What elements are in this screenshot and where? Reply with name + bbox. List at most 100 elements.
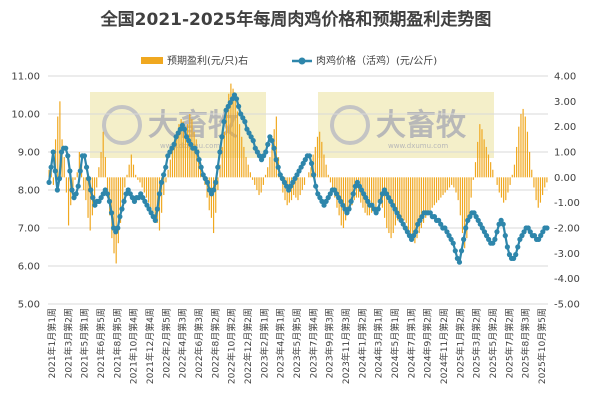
left-tick-label: 5.00 [18,300,40,311]
profit-bar [148,177,150,203]
price-point [252,145,258,151]
price-point [467,214,473,220]
profit-bar [373,177,375,211]
profit-bar [169,159,171,178]
price-point [88,187,94,193]
profit-bar [171,149,174,178]
price-point [165,153,171,159]
profit-bar [511,174,513,178]
price-point [356,183,363,189]
profit-bar [232,88,234,178]
x-tick-label: 2024年5月第1周 [389,308,401,378]
price-point [475,217,481,223]
right-tick-label: -2.00 [554,224,580,235]
profit-bar [368,177,371,216]
price-point [46,179,52,185]
x-tick-label: 2023年9月第3周 [324,308,336,378]
profit-bar [156,177,158,223]
price-point [256,153,263,159]
profit-bar [390,177,392,239]
price-point [238,111,244,117]
x-tick-label: 2021年3月第2周 [62,308,74,378]
profit-bar [154,177,156,218]
profit-bar [403,177,405,221]
profit-bar [132,164,135,178]
price-point [150,214,156,220]
profit-bar [537,177,539,208]
x-tick-label: 2021年12月第4周 [144,308,156,384]
price-point [306,153,313,159]
price-point [340,202,346,208]
price-point [411,233,417,239]
price-point [169,145,175,151]
profit-bar [284,177,286,201]
price-point [473,214,479,220]
profit-bar [228,93,230,178]
profit-bar [104,157,106,178]
price-point [496,221,502,227]
profit-bar [446,177,448,190]
price-point [479,225,485,231]
price-point [286,187,292,193]
price-point [311,172,317,178]
price-point [483,233,490,239]
left-tick-label: 10.00 [11,110,40,121]
profit-bar [130,154,132,178]
price-point [388,198,394,204]
profit-bar [152,177,154,213]
price-point [129,195,135,201]
price-point [313,183,319,189]
profit-bar [102,131,104,178]
price-point [317,195,323,201]
profit-bar [301,177,303,190]
watermark-logo-icon [102,105,142,145]
profit-bar [176,134,178,178]
profit-bar [371,177,373,213]
profit-bar [275,116,277,178]
price-point [173,134,179,140]
profit-bar [262,177,264,185]
profit-bar [238,124,241,178]
profit-bar [379,177,381,201]
right-tick-label: 0.00 [554,173,576,184]
profit-bar [83,177,85,190]
price-point [336,195,342,201]
profit-bar [479,124,481,178]
price-point [69,187,75,193]
profit-bar [524,116,526,178]
profit-bar [247,164,249,178]
price-point [83,164,90,170]
profit-bar [396,177,399,221]
price-point [394,210,400,216]
price-point [71,195,77,201]
price-point [208,191,215,197]
profit-bar [394,177,396,226]
price-point [142,198,148,204]
price-point [56,176,63,182]
profit-bar [215,177,217,213]
profit-bar [219,164,221,178]
price-point [442,225,448,231]
price-point [431,214,438,220]
price-point [177,126,183,132]
price-point [521,229,527,235]
price-point [186,138,192,144]
price-point [206,187,213,193]
profit-bar [139,177,141,183]
profit-bar [245,157,247,178]
profit-bar [109,177,111,216]
profit-bar [520,114,522,178]
price-point [231,92,238,98]
profit-bar [541,177,544,196]
profit-bar [117,177,119,244]
profit-bar [518,126,520,178]
price-point [346,206,352,212]
profit-bar [407,177,409,231]
right-tick-label: -1.00 [554,198,580,209]
price-point [127,191,133,197]
price-point [258,157,265,163]
price-point [396,214,402,220]
price-point [183,134,190,140]
price-point [121,198,127,204]
